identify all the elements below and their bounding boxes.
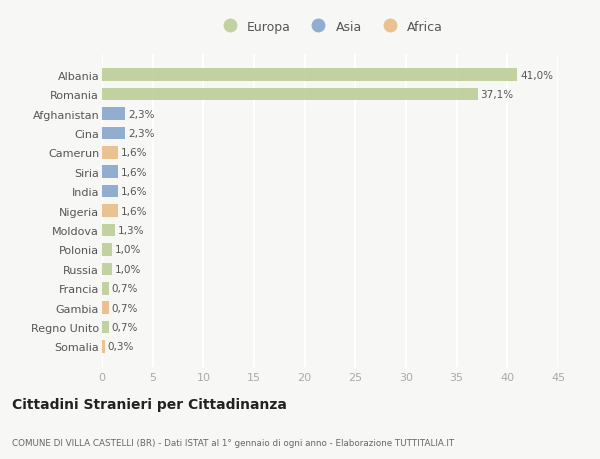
Bar — [102, 69, 517, 82]
Text: 0,7%: 0,7% — [112, 303, 138, 313]
Text: 0,7%: 0,7% — [112, 284, 138, 294]
Text: 2,3%: 2,3% — [128, 109, 154, 119]
Text: Cittadini Stranieri per Cittadinanza: Cittadini Stranieri per Cittadinanza — [12, 397, 287, 412]
Text: 1,6%: 1,6% — [121, 148, 147, 158]
Bar — [102, 108, 125, 121]
Bar — [102, 244, 112, 256]
Bar — [102, 205, 118, 218]
Legend: Europa, Asia, Africa: Europa, Asia, Africa — [217, 21, 443, 34]
Text: 2,3%: 2,3% — [128, 129, 154, 139]
Bar — [102, 302, 109, 314]
Bar — [102, 263, 112, 275]
Bar — [102, 282, 109, 295]
Bar — [102, 89, 478, 101]
Bar — [102, 185, 118, 198]
Bar — [102, 166, 118, 179]
Text: 1,3%: 1,3% — [118, 225, 144, 235]
Bar — [102, 147, 118, 159]
Bar — [102, 127, 125, 140]
Bar — [102, 321, 109, 334]
Text: COMUNE DI VILLA CASTELLI (BR) - Dati ISTAT al 1° gennaio di ogni anno - Elaboraz: COMUNE DI VILLA CASTELLI (BR) - Dati IST… — [12, 438, 454, 447]
Text: 0,3%: 0,3% — [107, 342, 134, 352]
Text: 41,0%: 41,0% — [520, 71, 553, 80]
Text: 37,1%: 37,1% — [481, 90, 514, 100]
Bar — [102, 224, 115, 237]
Text: 1,6%: 1,6% — [121, 206, 147, 216]
Bar — [102, 341, 105, 353]
Text: 1,6%: 1,6% — [121, 187, 147, 197]
Text: 1,6%: 1,6% — [121, 168, 147, 177]
Text: 0,7%: 0,7% — [112, 322, 138, 332]
Text: 1,0%: 1,0% — [115, 264, 141, 274]
Text: 1,0%: 1,0% — [115, 245, 141, 255]
